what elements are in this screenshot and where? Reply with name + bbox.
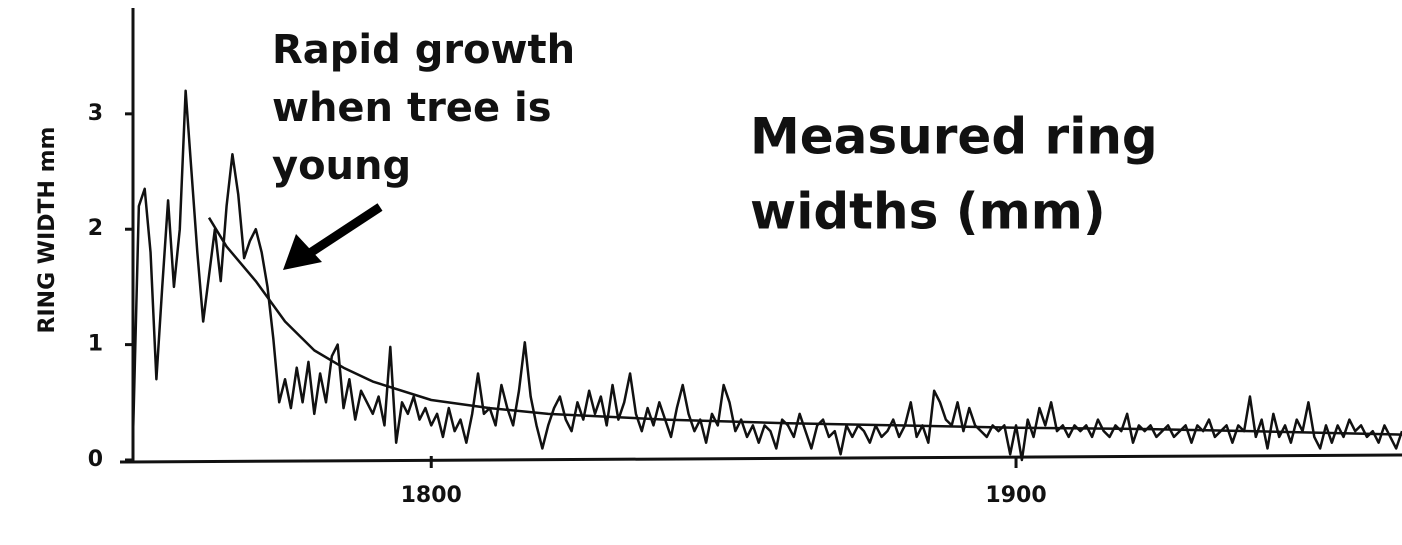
y-tick-label: 0 [88, 447, 103, 472]
annotation: Rapid growth [272, 27, 575, 73]
annotation: young [272, 143, 411, 189]
line [131, 89, 1402, 462]
x-tick-label: 1900 [985, 483, 1046, 508]
annotation: when tree is [272, 85, 552, 131]
arrow-shaft [307, 203, 383, 257]
y-tick-label: 2 [88, 216, 103, 241]
annotation: widths (mm) [750, 183, 1106, 241]
line [207, 217, 1402, 436]
x-tick-label: 1800 [401, 483, 462, 508]
annotation: Measured ring [750, 108, 1158, 166]
arrow-head [283, 234, 322, 270]
x-axis [119, 453, 1402, 464]
y-tick-label: 3 [88, 101, 103, 126]
y-axis-label: RING WIDTH mm [35, 127, 60, 334]
y-tick-label: 1 [88, 332, 103, 357]
